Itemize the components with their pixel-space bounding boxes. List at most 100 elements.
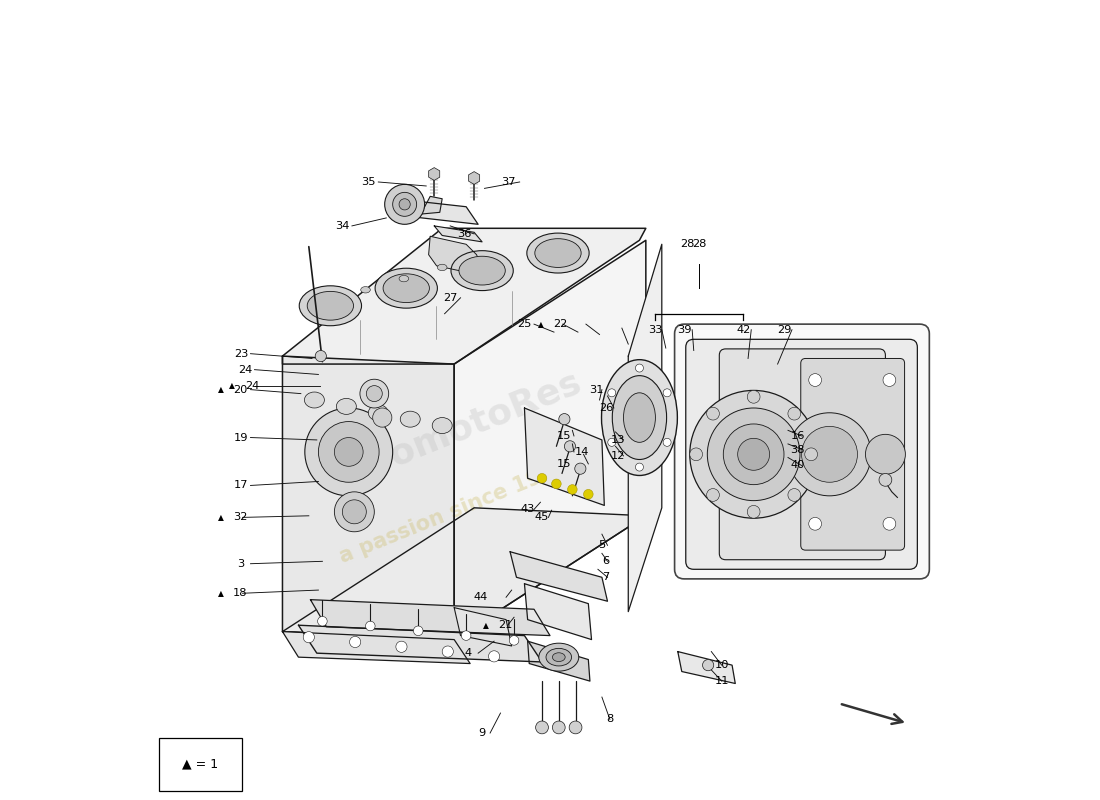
- Polygon shape: [525, 408, 604, 506]
- Circle shape: [366, 386, 383, 402]
- Text: 11: 11: [715, 676, 729, 686]
- Text: ▲: ▲: [218, 513, 223, 522]
- Circle shape: [583, 490, 593, 499]
- Text: 42: 42: [736, 325, 750, 334]
- Ellipse shape: [400, 411, 420, 427]
- Circle shape: [334, 438, 363, 466]
- FancyBboxPatch shape: [685, 339, 917, 570]
- FancyBboxPatch shape: [160, 738, 242, 790]
- Text: 14: 14: [575, 447, 590, 457]
- Ellipse shape: [613, 376, 667, 459]
- Circle shape: [442, 646, 453, 657]
- Circle shape: [747, 506, 760, 518]
- Circle shape: [703, 659, 714, 670]
- Circle shape: [788, 489, 801, 502]
- Circle shape: [509, 635, 519, 645]
- Circle shape: [706, 489, 719, 502]
- Ellipse shape: [432, 418, 452, 434]
- Polygon shape: [628, 244, 662, 612]
- Polygon shape: [528, 641, 590, 681]
- Circle shape: [488, 650, 499, 662]
- Text: ▲: ▲: [218, 589, 223, 598]
- Text: euromotoRes: euromotoRes: [322, 366, 586, 498]
- Ellipse shape: [399, 275, 408, 282]
- Circle shape: [747, 390, 760, 403]
- Circle shape: [663, 438, 671, 446]
- Text: ▲: ▲: [483, 621, 488, 630]
- Polygon shape: [394, 198, 478, 224]
- Text: 9: 9: [478, 728, 486, 738]
- Circle shape: [608, 389, 616, 397]
- Text: 39: 39: [676, 325, 692, 334]
- Ellipse shape: [535, 238, 581, 267]
- Circle shape: [568, 485, 578, 494]
- Polygon shape: [283, 631, 470, 663]
- Circle shape: [575, 463, 586, 474]
- Ellipse shape: [527, 233, 590, 273]
- Circle shape: [564, 441, 575, 452]
- Ellipse shape: [459, 256, 505, 285]
- Circle shape: [360, 379, 388, 408]
- Circle shape: [365, 622, 375, 630]
- Text: 24: 24: [245, 381, 260, 390]
- Circle shape: [537, 474, 547, 483]
- Circle shape: [808, 518, 822, 530]
- Text: 13: 13: [610, 435, 625, 445]
- Text: 5: 5: [598, 540, 605, 550]
- Ellipse shape: [451, 250, 514, 290]
- Circle shape: [805, 448, 817, 461]
- Text: 23: 23: [233, 349, 249, 358]
- Text: 27: 27: [443, 293, 458, 302]
- Circle shape: [304, 631, 315, 642]
- Circle shape: [636, 364, 644, 372]
- FancyBboxPatch shape: [801, 358, 904, 550]
- Circle shape: [318, 617, 327, 626]
- Ellipse shape: [375, 268, 438, 308]
- Text: 35: 35: [361, 177, 375, 187]
- Ellipse shape: [552, 653, 565, 662]
- Circle shape: [399, 198, 410, 210]
- Circle shape: [552, 721, 565, 734]
- Circle shape: [559, 414, 570, 425]
- Circle shape: [883, 518, 895, 530]
- Text: 19: 19: [233, 433, 249, 442]
- Circle shape: [636, 463, 644, 471]
- Circle shape: [316, 350, 327, 362]
- Text: 22: 22: [553, 319, 568, 329]
- Circle shape: [690, 448, 703, 461]
- Circle shape: [414, 626, 424, 635]
- Text: 25: 25: [517, 319, 531, 329]
- Circle shape: [608, 438, 616, 446]
- Ellipse shape: [368, 405, 388, 421]
- Text: 33: 33: [648, 325, 662, 334]
- Text: 31: 31: [590, 385, 604, 394]
- Text: ▲: ▲: [218, 385, 223, 394]
- Text: ▲ = 1: ▲ = 1: [183, 758, 218, 770]
- Circle shape: [738, 438, 770, 470]
- Text: 43: 43: [520, 505, 535, 514]
- Polygon shape: [283, 228, 646, 364]
- Text: 12: 12: [610, 451, 625, 461]
- Circle shape: [318, 422, 380, 482]
- Text: 15: 15: [557, 431, 572, 441]
- Polygon shape: [678, 651, 735, 683]
- Polygon shape: [283, 356, 454, 639]
- Polygon shape: [429, 236, 482, 274]
- Ellipse shape: [624, 393, 656, 442]
- Ellipse shape: [438, 264, 447, 270]
- Polygon shape: [310, 600, 550, 635]
- Polygon shape: [283, 508, 646, 639]
- Text: ▲: ▲: [538, 320, 543, 329]
- Text: 26: 26: [598, 403, 613, 413]
- Text: 28: 28: [692, 239, 706, 250]
- Text: 3: 3: [238, 558, 244, 569]
- Text: 45: 45: [535, 512, 549, 522]
- Text: 29: 29: [777, 325, 791, 334]
- Ellipse shape: [307, 291, 353, 320]
- Ellipse shape: [383, 274, 429, 302]
- Polygon shape: [434, 226, 482, 242]
- Ellipse shape: [602, 360, 678, 475]
- Text: 34: 34: [336, 221, 350, 231]
- Polygon shape: [298, 626, 542, 662]
- Circle shape: [551, 479, 561, 489]
